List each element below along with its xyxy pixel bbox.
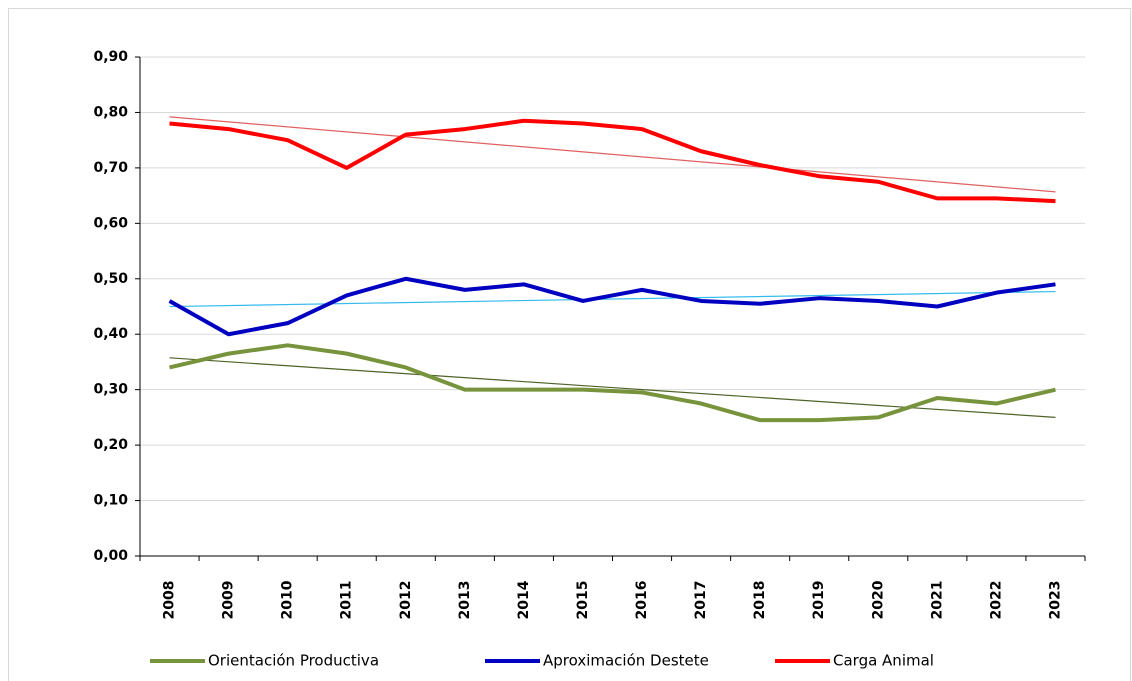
x-tick-label: 2012 [398,581,414,620]
y-tick-label: 0,00 [93,548,128,564]
x-tick-label: 2013 [457,581,473,620]
series-line [169,118,1056,204]
y-tick-label: 0,70 [93,160,128,176]
y-tick-label: 0,60 [93,215,128,231]
legend-label: Orientación Productiva [208,652,379,670]
x-tick-label: 2019 [811,581,827,620]
y-tick-label: 0,20 [93,437,128,453]
x-tick-label: 2023 [1047,581,1063,620]
trend-line [169,357,1056,418]
x-tick-label: 2008 [162,581,178,620]
series-line [168,276,1056,337]
series-line [169,343,1056,423]
x-tick-label: 2017 [693,581,709,620]
y-tick-label: 0,50 [93,271,128,287]
x-tick-label: 2009 [221,581,237,620]
x-tick-label: 2011 [339,581,355,620]
y-tick-label: 0,80 [93,104,128,120]
legend-label: Aproximación Destete [543,652,709,670]
chart-border [8,8,1131,681]
x-tick-label: 2010 [280,580,296,619]
y-tick-label: 0,90 [93,49,128,65]
x-tick-label: 2022 [988,581,1004,620]
trend-line [169,290,1056,308]
legend-label: Carga Animal [833,652,934,670]
x-tick-label: 2018 [752,581,768,620]
x-tick-label: 2021 [929,581,945,620]
x-tick-label: 2016 [634,581,650,620]
x-tick-label: 2014 [516,580,532,619]
trend-line [169,116,1056,193]
x-tick-label: 2020 [870,580,886,619]
y-tick-label: 0,40 [93,326,128,342]
x-tick-label: 2015 [575,581,591,620]
y-tick-label: 0,30 [93,382,128,398]
y-tick-label: 0,10 [93,493,128,509]
